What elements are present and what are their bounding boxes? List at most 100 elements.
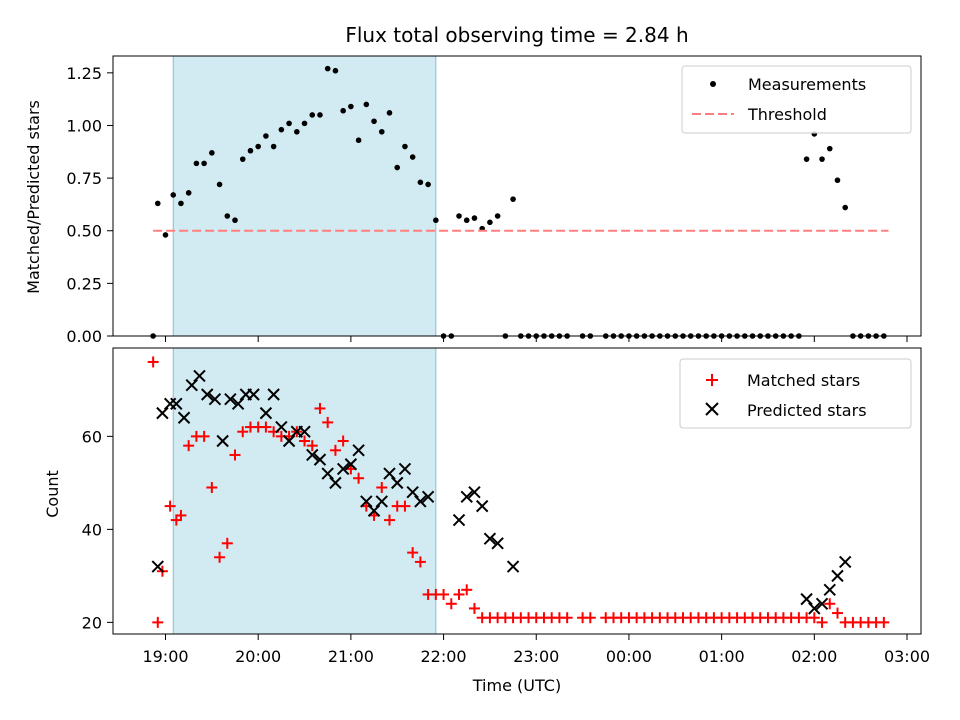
predicted-star-point [367, 504, 381, 517]
top-ytick-label: 0.50 [66, 222, 102, 241]
measurement-point [216, 181, 223, 188]
measurement-point [371, 118, 377, 125]
bottom-legend: Matched stars Predicted stars [679, 358, 912, 429]
bottom-axes-frame [112, 347, 922, 635]
predicted-star-point [823, 583, 836, 597]
measurement-point [425, 181, 431, 188]
measurement-point [324, 65, 331, 72]
legend-label-matched: Matched stars [747, 371, 860, 390]
legend-marker-predicted [705, 402, 719, 416]
bottom-xtick-label: 19:00 [142, 647, 188, 666]
matched-star-point [438, 588, 450, 600]
measurement-point [170, 192, 177, 198]
predicted-star-point [267, 388, 280, 401]
predicted-star-point [151, 560, 164, 573]
top-ytick-label: 1.00 [66, 116, 102, 135]
matched-star-point [468, 602, 480, 614]
measurement-point [456, 213, 462, 219]
top-axes-frame [112, 55, 922, 337]
measurement-point [209, 150, 215, 156]
measurement-point [224, 213, 231, 219]
predicted-star-point [298, 425, 311, 438]
measurement-point [363, 101, 370, 108]
measurement-point [409, 154, 416, 160]
predicted-star-point [306, 448, 319, 462]
measurement-point [286, 120, 292, 127]
predicted-star-point [475, 499, 489, 513]
predicted-star-point [275, 420, 288, 434]
measurement-point [154, 200, 161, 207]
bottom-xtick-label: 20:00 [235, 647, 281, 666]
measurement-point [378, 128, 385, 135]
predicted-star-point [406, 485, 419, 499]
matched-star-point [816, 616, 828, 628]
predicted-star-point [360, 495, 373, 508]
bottom-ytick-label: 60 [82, 427, 102, 446]
top-chart-title: Flux total observing time = 2.84 h [345, 23, 688, 47]
matched-star-point [824, 598, 836, 610]
measurement-point [433, 217, 439, 224]
bottom-xtick-label: 23:00 [513, 647, 559, 666]
predicted-star-point [506, 560, 520, 573]
matched-star-point [376, 482, 388, 494]
predicted-star-point [800, 592, 813, 606]
measurement-point [402, 143, 408, 150]
measurement-point [263, 133, 269, 139]
matched-star-point [221, 537, 233, 549]
top-legend-box [681, 65, 912, 134]
measurement-point [394, 164, 401, 171]
measurement-point [247, 147, 254, 154]
bottom-ytick-label: 20 [82, 613, 102, 632]
measurement-point [270, 143, 277, 150]
matched-star-point [206, 482, 218, 494]
predicted-star-point [452, 513, 466, 527]
predicted-star-point [352, 444, 365, 457]
predicted-star-point [414, 495, 427, 508]
matched-star-point [453, 588, 465, 600]
matched-star-point [175, 509, 187, 521]
matched-star-point [399, 500, 411, 512]
predicted-star-point [321, 467, 334, 480]
predicted-star-point [468, 485, 481, 499]
predicted-star-point [815, 597, 829, 610]
measurement-point [340, 107, 346, 114]
matched-star-point [198, 430, 210, 442]
top-ytick-label: 0.75 [66, 169, 102, 188]
top-ytick-label: 0.25 [66, 274, 102, 293]
predicted-star-point [344, 458, 358, 471]
measurement-point [348, 103, 354, 110]
matched-star-point [183, 440, 195, 452]
measurement-point [178, 200, 184, 207]
measurement-point [842, 204, 849, 211]
matched-star-point [322, 416, 334, 428]
legend-label-measurements: Measurements [748, 75, 866, 94]
predicted-star-point [170, 397, 183, 411]
matched-star-point [353, 472, 365, 484]
measurement-point [803, 156, 810, 162]
predicted-star-point [185, 378, 198, 392]
bottom-x-axis-label: Time (UTC) [472, 676, 561, 695]
predicted-star-point [808, 602, 821, 615]
bottom-xtick-label: 03:00 [884, 647, 930, 666]
top-legend: Measurements Threshold [681, 65, 912, 134]
measurement-point [332, 67, 339, 74]
matched-star-point [584, 612, 596, 624]
predicted-star-point [391, 476, 404, 490]
matched-star-point [337, 435, 349, 447]
predicted-star-point [282, 434, 296, 448]
measurement-point [193, 160, 200, 167]
matched-star-point [260, 421, 272, 433]
measurement-point [417, 179, 424, 186]
predicted-star-point [421, 490, 435, 504]
measurement-point [301, 120, 308, 127]
bottom-xtick-label: 21:00 [328, 647, 374, 666]
measurement-point [239, 156, 246, 162]
predicted-star-point [177, 411, 191, 424]
legend-label-threshold: Threshold [747, 105, 827, 124]
bottom-xtick-label: 02:00 [791, 647, 837, 666]
matched-star-point [561, 612, 573, 624]
matched-star-point [152, 616, 164, 628]
matched-star-point [461, 584, 473, 596]
predicted-star-point [259, 406, 273, 420]
top-y-axis-label: Matched/Predicted stars [24, 100, 43, 294]
